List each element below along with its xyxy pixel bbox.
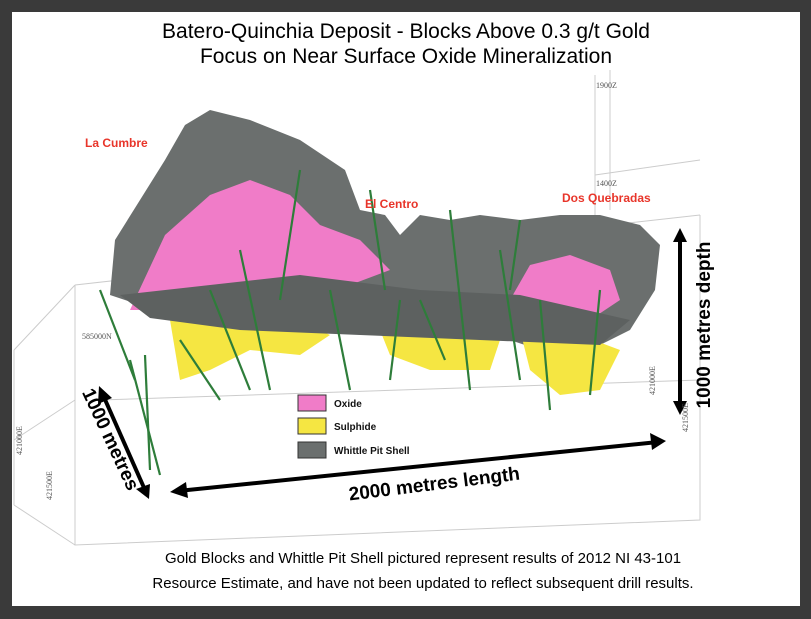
coord-label: 421500E [45,471,54,500]
drill-holes [98,169,602,476]
legend-swatch [297,417,327,435]
legend-label: Oxide [334,399,362,410]
legend-label: Whittle Pit Shell [334,446,410,457]
legend: Oxide Sulphide Whittle Pit Shell [297,394,410,459]
coord-label: 421500E [681,403,690,432]
legend-swatch [297,394,327,412]
caption: Gold Blocks and Whittle Pit Shell pictur… [165,550,681,567]
coord-label: 421000E [648,366,657,395]
coord-label: 585000N [82,332,112,341]
zone-label: Dos Quebradas [562,191,651,205]
zone-label: La Cumbre [85,136,148,150]
legend-label: Sulphide [334,422,377,433]
coord-label: 1900Z [596,81,617,90]
coord-label: 1400Z [596,179,617,188]
subtitle: Focus on Near Surface Oxide Mineralizati… [200,45,612,68]
dimension-arrows [98,228,687,499]
title: Batero-Quinchia Deposit - Blocks Above 0… [162,20,650,43]
zone-label: El Centro [365,197,418,211]
depth-label: 1000 metres depth [694,242,715,409]
caption: Resource Estimate, and have not been upd… [152,575,693,592]
legend-swatch [297,441,327,459]
coord-label: 421000E [15,426,24,455]
